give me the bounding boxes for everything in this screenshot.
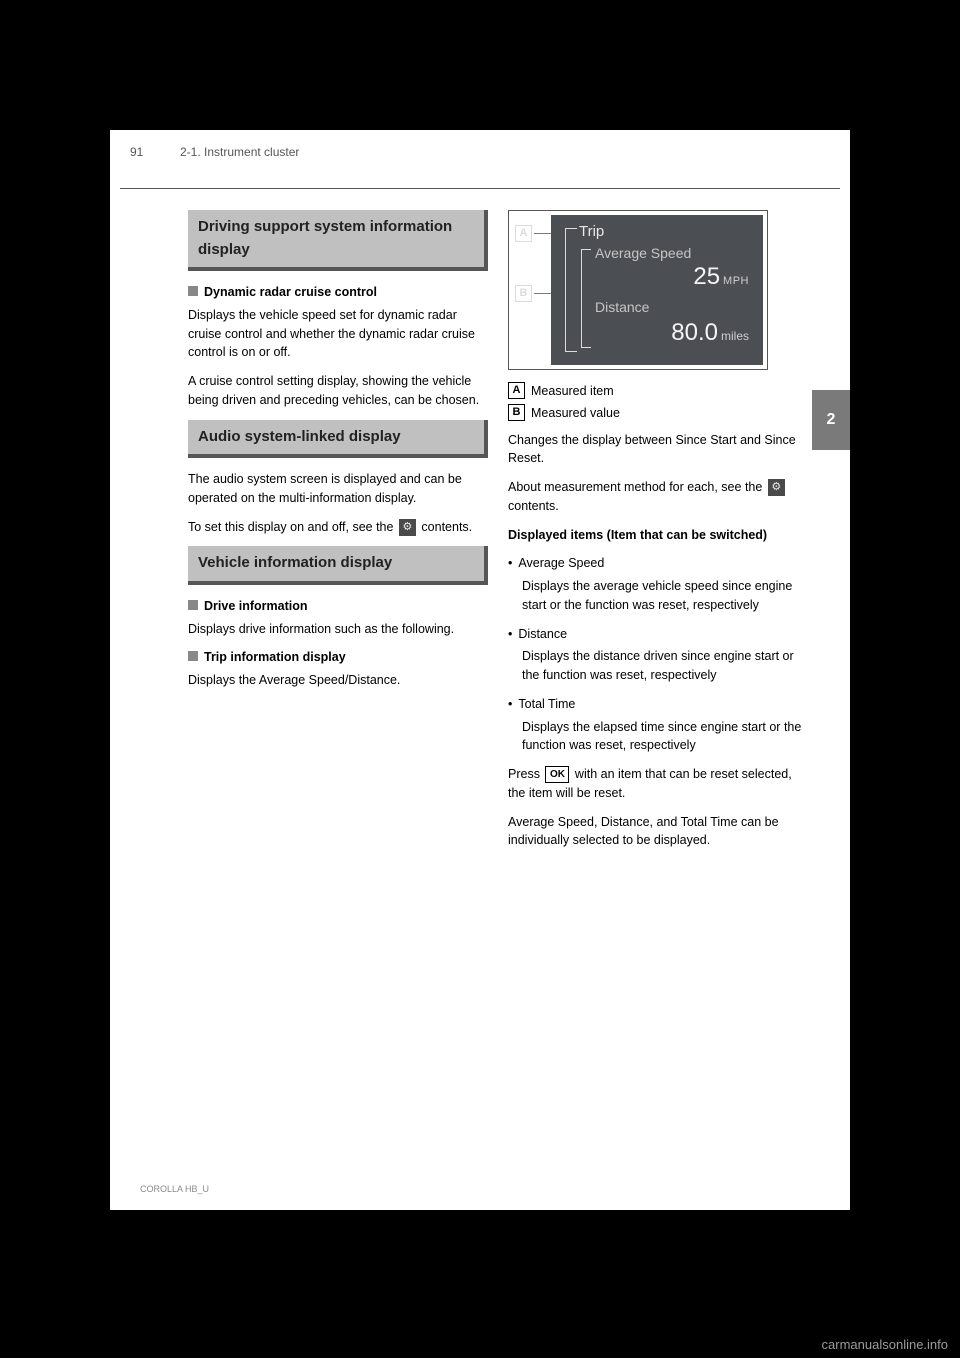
screen-avgspeed-num: 25 bbox=[693, 259, 720, 295]
heading-vehicle-info: Vehicle information display bbox=[188, 546, 488, 585]
sub-trip-info: Trip information display bbox=[188, 648, 488, 667]
trip-screen: Trip Average Speed 25 MPH Distance 80.0 … bbox=[551, 215, 763, 365]
bullet-distance-label: Distance bbox=[518, 625, 567, 644]
para-audio-gear-b: contents. bbox=[418, 520, 472, 534]
bracket-inner-icon bbox=[581, 249, 591, 348]
legend-b-row: B Measured value bbox=[508, 404, 808, 423]
screen-distance-value: 80.0 miles bbox=[671, 315, 749, 351]
bullet-dot-icon: • bbox=[508, 554, 512, 573]
bullet-totaltime: • Total Time bbox=[508, 695, 808, 714]
legend-a-text: Measured item bbox=[531, 382, 614, 401]
square-marker-icon bbox=[188, 651, 198, 661]
bullet-avgspeed-desc: Displays the average vehicle speed since… bbox=[508, 577, 808, 615]
square-marker-icon bbox=[188, 286, 198, 296]
sub-drive-info-text: Drive information bbox=[204, 597, 308, 616]
screen-distance-num: 80.0 bbox=[671, 315, 718, 351]
para-cruise-setting: A cruise control setting display, showin… bbox=[188, 372, 488, 410]
sub-radar-cruise-text: Dynamic radar cruise control bbox=[204, 283, 377, 302]
gear-icon: ⚙ bbox=[399, 519, 416, 536]
trip-screen-wrap: A B Trip Average Speed 25 MPH Distance 8… bbox=[508, 210, 768, 370]
para-audio-gear: To set this display on and off, see the … bbox=[188, 518, 488, 537]
screen-title: Trip bbox=[579, 221, 604, 244]
para-change-display: Changes the display between Since Start … bbox=[508, 431, 808, 469]
para-measurement-gear: About measurement method for each, see t… bbox=[508, 478, 808, 516]
bullet-distance: • Distance bbox=[508, 625, 808, 644]
callout-b: B bbox=[515, 285, 552, 302]
page: 91 2-1. Instrument cluster 2 Driving sup… bbox=[110, 130, 850, 1210]
para-audio-gear-a: To set this display on and off, see the bbox=[188, 520, 397, 534]
screen-distance-unit: miles bbox=[721, 327, 749, 345]
callout-a: A bbox=[515, 225, 552, 242]
bullet-dot-icon: • bbox=[508, 695, 512, 714]
legend-b-box: B bbox=[508, 404, 525, 421]
para-radar-cruise-desc: Displays the vehicle speed set for dynam… bbox=[188, 306, 488, 362]
callout-a-label: A bbox=[515, 225, 532, 242]
header-section: 2-1. Instrument cluster bbox=[180, 145, 299, 159]
screen-distance-label: Distance bbox=[595, 297, 649, 318]
bullet-avgspeed-label: Average Speed bbox=[518, 554, 604, 573]
callout-b-line-icon bbox=[534, 293, 552, 295]
chapter-tab: 2 bbox=[812, 390, 850, 450]
screen-avgspeed-label: Average Speed bbox=[595, 243, 691, 264]
chapter-tab-number: 2 bbox=[827, 411, 836, 429]
square-marker-icon bbox=[188, 600, 198, 610]
screen-avgspeed-value: 25 MPH bbox=[693, 259, 749, 295]
gear-icon: ⚙ bbox=[768, 479, 785, 496]
para-individual-select: Average Speed, Distance, and Total Time … bbox=[508, 813, 808, 851]
right-column: A B Trip Average Speed 25 MPH Distance 8… bbox=[508, 210, 808, 860]
para-audio-desc: The audio system screen is displayed and… bbox=[188, 470, 488, 508]
para-measurement-a: About measurement method for each, see t… bbox=[508, 480, 766, 494]
bullet-avgspeed: • Average Speed bbox=[508, 554, 808, 573]
screen-avgspeed-unit: MPH bbox=[723, 273, 749, 290]
sub-trip-info-text: Trip information display bbox=[204, 648, 346, 667]
para-press-ok: Press OK with an item that can be reset … bbox=[508, 765, 808, 803]
bullet-distance-desc: Displays the distance driven since engin… bbox=[508, 647, 808, 685]
watermark: carmanualsonline.info bbox=[822, 1337, 948, 1352]
para-measurement-b: contents. bbox=[508, 499, 559, 513]
footer-text: COROLLA HB_U bbox=[140, 1184, 209, 1194]
sub-radar-cruise: Dynamic radar cruise control bbox=[188, 283, 488, 302]
callout-a-line-icon bbox=[534, 233, 552, 235]
bullet-totaltime-desc: Displays the elapsed time since engine s… bbox=[508, 718, 808, 756]
bracket-outer-icon bbox=[565, 228, 577, 352]
heading-audio: Audio system-linked display bbox=[188, 420, 488, 459]
bullet-totaltime-label: Total Time bbox=[518, 695, 575, 714]
legend-a-row: A Measured item bbox=[508, 382, 808, 401]
heading-driving-support: Driving support system information displ… bbox=[188, 210, 488, 271]
displayed-items-title: Displayed items (Item that can be switch… bbox=[508, 526, 808, 545]
para-trip-info-desc: Displays the Average Speed/Distance. bbox=[188, 671, 488, 690]
header-rule bbox=[120, 188, 840, 189]
legend-b-text: Measured value bbox=[531, 404, 620, 423]
legend-a-box: A bbox=[508, 382, 525, 399]
sub-drive-info: Drive information bbox=[188, 597, 488, 616]
para-press-ok-a: Press bbox=[508, 767, 543, 781]
para-drive-info-desc: Displays drive information such as the f… bbox=[188, 620, 488, 639]
left-column: Driving support system information displ… bbox=[188, 210, 488, 700]
page-number: 91 bbox=[130, 145, 143, 159]
bullet-dot-icon: • bbox=[508, 625, 512, 644]
ok-button-icon: OK bbox=[545, 766, 569, 783]
callout-b-label: B bbox=[515, 285, 532, 302]
